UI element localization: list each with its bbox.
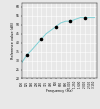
Point <box>55 26 57 27</box>
X-axis label: Frequency (Hz): Frequency (Hz) <box>46 89 73 93</box>
Point <box>26 54 28 56</box>
Point <box>70 20 71 22</box>
Point <box>84 17 86 18</box>
Point <box>40 38 42 40</box>
Y-axis label: Reference value (dB): Reference value (dB) <box>10 22 14 59</box>
